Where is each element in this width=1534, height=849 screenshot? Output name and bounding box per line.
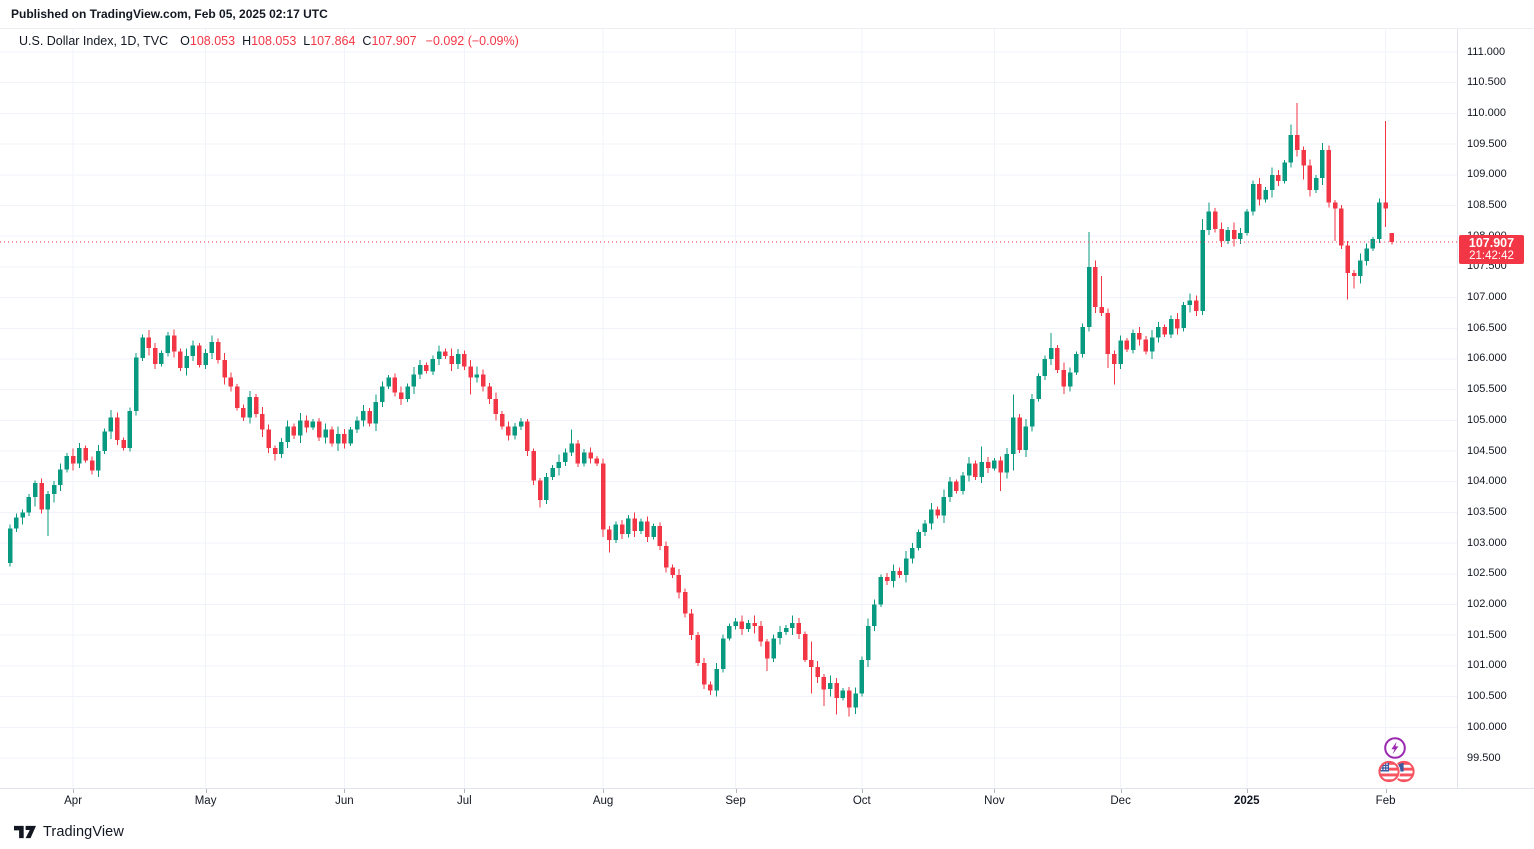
ohlc-close: C107.907 (362, 34, 417, 48)
price-axis-label: 104.000 (1467, 475, 1507, 488)
price-axis-label: 100.500 (1467, 690, 1507, 703)
price-axis-label: 101.000 (1467, 659, 1507, 672)
time-axis-tick (344, 789, 346, 793)
price-axis-label: 109.500 (1467, 137, 1507, 150)
time-axis-tick (861, 789, 863, 793)
time-axis-tick (1385, 789, 1387, 793)
time-axis-label: May (194, 795, 217, 807)
time-axis-tick (603, 789, 605, 793)
time-axis-tick (1120, 789, 1122, 793)
us-flag-left (1379, 761, 1399, 782)
time-axis-tick (735, 789, 737, 793)
last-price-badge: 107.907 21:42:42 (1459, 234, 1524, 264)
us-flag-events-icon[interactable] (1376, 758, 1420, 786)
header-bar: Published on TradingView.com, Feb 05, 20… (0, 0, 1534, 29)
time-axis-label: Jun (335, 795, 354, 807)
time-axis-tick (1246, 789, 1248, 793)
brand-name[interactable]: TradingView (43, 823, 124, 840)
price-axis-label: 102.500 (1467, 567, 1507, 580)
price-axis-label: 102.000 (1467, 598, 1507, 611)
time-axis-label: Oct (852, 795, 871, 807)
price-axis[interactable]: 111.000 110.500 110.000 109.500 109.000 108.5… (1457, 28, 1534, 788)
symbol-legend[interactable]: U.S. Dollar Index, 1D, TVC O108.053 H108… (19, 34, 519, 48)
time-axis-label: Nov (984, 795, 1005, 807)
time-axis[interactable]: Apr May Jun Jul Aug Sep Oct Nov Dec 2025 Feb (0, 788, 1534, 815)
time-axis-tick (464, 789, 466, 793)
last-price-value: 107.907 (1468, 235, 1515, 250)
time-axis-label: Aug (592, 795, 614, 807)
time-axis-tick (73, 789, 75, 793)
price-axis-label: 106.500 (1467, 321, 1507, 334)
price-axis-label: 101.500 (1467, 628, 1507, 641)
price-axis-label: 100.000 (1467, 720, 1507, 733)
price-axis-label: 103.500 (1467, 505, 1507, 518)
footer-bar: TradingView (0, 814, 1534, 849)
bar-countdown: 21:42:42 (1469, 249, 1514, 262)
ohlc-high: H108.053 (242, 34, 297, 48)
ohlc-open: O108.053 (180, 34, 236, 48)
price-axis-label: 109.000 (1467, 168, 1507, 181)
time-axis-label: Dec (1110, 795, 1131, 807)
time-axis-label: Sep (725, 795, 746, 807)
price-axis-label: 105.500 (1467, 383, 1507, 396)
price-axis-label: 108.500 (1467, 198, 1507, 211)
price-axis-label: 104.500 (1467, 444, 1507, 457)
symbol-title: U.S. Dollar Index, 1D, TVC (19, 34, 169, 48)
lightning-events-icon[interactable] (1382, 735, 1408, 761)
ohlc-low: L107.864 (303, 34, 356, 48)
price-axis-label: 103.000 (1467, 536, 1507, 549)
price-axis-label: 111.000 (1467, 45, 1506, 58)
price-axis-label: 110.500 (1467, 76, 1506, 89)
change-value: −0.092 (−0.09%) (425, 34, 519, 48)
time-axis-label: Feb (1375, 795, 1396, 807)
price-axis-label: 107.000 (1467, 291, 1507, 304)
price-axis-label: 105.000 (1467, 413, 1507, 426)
time-axis-tick (205, 789, 207, 793)
price-axis-label: 106.000 (1467, 352, 1507, 365)
price-axis-label: 110.000 (1467, 106, 1506, 119)
time-axis-label: 2025 (1234, 795, 1260, 807)
published-timestamp: Published on TradingView.com, Feb 05, 20… (11, 7, 328, 21)
time-axis-label: Apr (64, 795, 83, 807)
time-axis-tick (994, 789, 996, 793)
price-axis-label: 99.500 (1467, 751, 1501, 764)
tradingview-logo-icon[interactable] (14, 824, 36, 840)
time-axis-label: Jul (456, 795, 472, 807)
